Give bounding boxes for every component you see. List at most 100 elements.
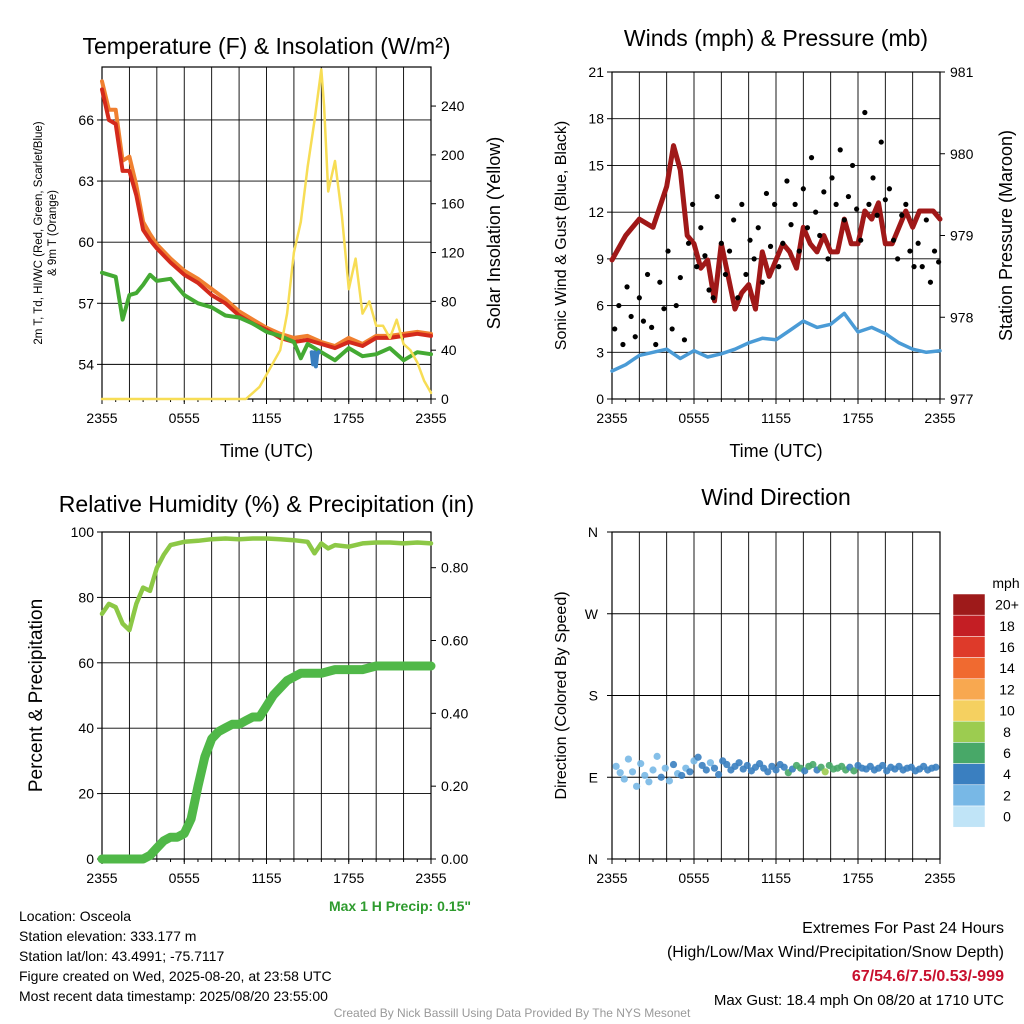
y2-tick-label: 0.80 <box>441 560 468 576</box>
x-tick-label: 1755 <box>842 410 873 426</box>
x-tick-label: 2355 <box>415 410 446 426</box>
gust-point <box>837 147 843 153</box>
gust-point <box>780 240 786 246</box>
direction-point <box>821 768 829 776</box>
chart-title-winds: Winds (mph) & Pressure (mb) <box>624 25 928 51</box>
gust-point <box>936 259 942 265</box>
gust-point <box>616 302 622 309</box>
gust-point <box>804 225 811 231</box>
x-tick-label: 2355 <box>596 410 627 426</box>
y2-axis-label: Solar Insolation (Yellow) <box>484 137 504 329</box>
x-tick-label: 1755 <box>333 410 364 426</box>
series-precip <box>97 661 436 864</box>
direction-point <box>715 770 723 779</box>
x-tick-label: 2355 <box>924 410 955 426</box>
station-elevation: Station elevation: 333.177 m <box>19 928 197 944</box>
direction-point <box>780 763 788 771</box>
y2-tick-label: 0 <box>441 391 449 407</box>
y-tick-label: 60 <box>78 655 94 671</box>
direction-point <box>645 778 653 786</box>
x-tick-label: 0555 <box>169 410 200 426</box>
gust-point <box>845 193 852 200</box>
direction-point <box>702 766 710 774</box>
gust-point <box>862 109 868 116</box>
y2-tick-label: 200 <box>441 147 465 163</box>
x-tick-label: 2355 <box>415 870 446 886</box>
y-tick-label: 40 <box>78 720 94 736</box>
direction-point <box>710 764 719 772</box>
gust-point <box>800 186 806 192</box>
gust-point <box>759 279 765 285</box>
direction-point <box>637 760 645 768</box>
station-info: Location: Osceola Station elevation: 333… <box>19 906 332 1006</box>
legend-swatch <box>952 699 986 722</box>
gust-point <box>792 201 798 207</box>
gust-point <box>825 256 831 262</box>
chart-title-direction: Wind Direction <box>701 484 851 510</box>
direction-point <box>932 763 940 771</box>
y-tick-label: 6 <box>596 298 604 314</box>
y-tick-label: 63 <box>78 173 94 189</box>
gust-point <box>698 225 704 231</box>
legend-label: 20+ <box>995 597 1019 613</box>
gust-point <box>833 201 839 207</box>
extremes-values: 67/54.6/7.5/0.53/-999 <box>851 968 1004 985</box>
gust-point <box>612 326 618 332</box>
direction-point <box>641 771 649 780</box>
x-tick-label: 1155 <box>251 870 281 886</box>
direction-point <box>772 766 780 774</box>
gust-point <box>702 253 708 259</box>
direction-point <box>657 773 665 781</box>
y-tick-label: 15 <box>588 157 604 173</box>
gust-point <box>899 212 905 218</box>
direction-point <box>735 759 743 767</box>
gust-point <box>706 287 712 293</box>
max-hourly-precip: Max 1 H Precip: 0.15" <box>329 898 471 914</box>
extremes-subtitle: (High/Low/Max Wind/Precipitation/Snow De… <box>666 944 1004 961</box>
x-tick-label: 0555 <box>678 410 709 426</box>
gust-point <box>841 217 847 223</box>
gust-point <box>751 256 757 262</box>
y-tick-label: 12 <box>588 204 604 220</box>
y-tick-label: 3 <box>596 344 604 360</box>
gust-point <box>624 284 630 290</box>
gust-point <box>923 217 929 223</box>
x-tick-label: 2355 <box>596 870 627 886</box>
legend-title: mph <box>992 575 1019 591</box>
gust-point <box>866 201 872 207</box>
series-wb <box>309 350 321 369</box>
gust-point <box>821 189 827 195</box>
station-location: Location: Osceola <box>19 908 132 924</box>
gust-point <box>628 313 634 320</box>
gust-point <box>681 337 688 343</box>
y-axis-label: Sonic Wind & Gust (Blue, Black) <box>553 121 570 350</box>
x-tick-label: 1155 <box>761 410 791 426</box>
gust-point <box>649 324 655 330</box>
y-axis-label-line2: & 9m T (Orange) <box>47 190 59 276</box>
legend-label: 0 <box>1003 809 1011 825</box>
gust-point <box>665 248 671 254</box>
y2-tick-label: 979 <box>950 228 974 244</box>
gust-point <box>907 248 913 254</box>
y-tick-label: S <box>589 688 598 704</box>
gust-point <box>739 201 745 207</box>
extremes-panel: Extremes For Past 24 Hours (High/Low/Max… <box>667 917 1004 1013</box>
series-wind <box>610 311 942 373</box>
y2-tick-label: 80 <box>441 293 457 309</box>
credit-line: Created By Nick Bassill Using Data Provi… <box>333 1006 691 1020</box>
y2-tick-label: 40 <box>441 342 457 358</box>
legend-label: 8 <box>1003 724 1011 740</box>
gust-point <box>772 201 778 207</box>
gust-point <box>747 237 753 243</box>
gust-point <box>763 190 770 197</box>
direction-point <box>723 760 731 769</box>
gust-point <box>726 248 733 254</box>
gust-point <box>677 274 683 281</box>
gust-point <box>817 232 823 239</box>
y2-axis-label: Station Pressure (Maroon) <box>996 130 1016 341</box>
legend-swatch <box>952 784 986 807</box>
legend-swatch <box>952 593 986 616</box>
gust-point <box>673 302 679 309</box>
y-tick-label: 0 <box>86 851 94 867</box>
